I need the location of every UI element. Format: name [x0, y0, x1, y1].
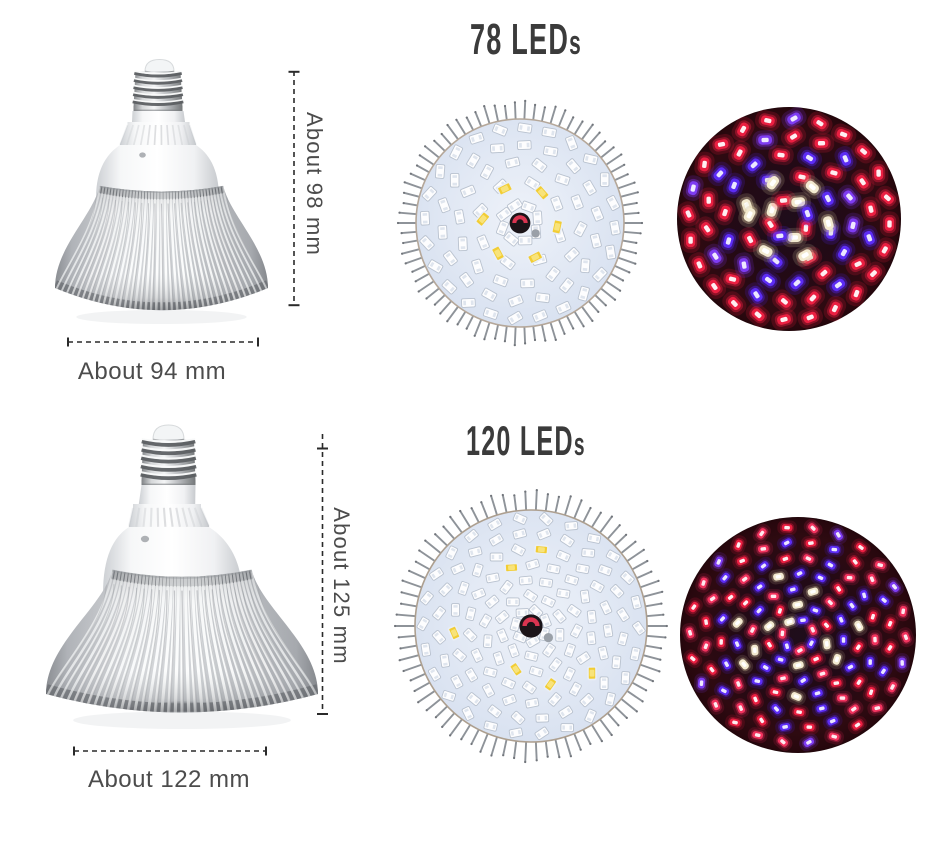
- svg-text:About 122 mm: About 122 mm: [88, 766, 250, 793]
- svg-text:78 LEDs: 78 LEDs: [470, 14, 582, 63]
- svg-text:About 98 mm: About 98 mm: [302, 112, 327, 256]
- svg-text:About 125 mm: About 125 mm: [329, 507, 354, 664]
- svg-text:About 94 mm: About 94 mm: [78, 358, 226, 385]
- svg-text:120 LEDs: 120 LEDs: [466, 419, 586, 465]
